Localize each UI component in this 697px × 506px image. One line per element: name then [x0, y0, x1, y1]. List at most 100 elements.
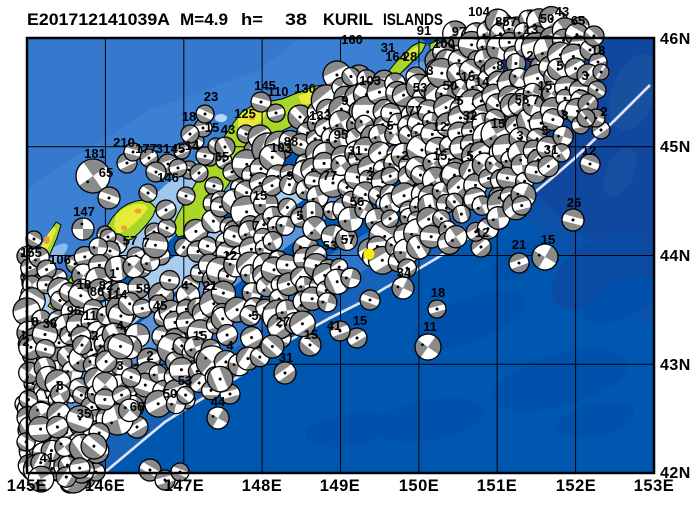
svg-text:9: 9 [286, 168, 293, 183]
svg-text:100: 100 [433, 36, 455, 51]
svg-text:155: 155 [20, 245, 42, 260]
svg-text:15: 15 [205, 120, 219, 135]
svg-text:18: 18 [591, 43, 605, 58]
svg-text:38: 38 [285, 11, 307, 29]
svg-text:130: 130 [294, 81, 316, 96]
svg-text:106: 106 [49, 252, 71, 267]
svg-text:164: 164 [385, 49, 407, 64]
svg-text:149E: 149E [320, 477, 361, 495]
svg-text:88: 88 [284, 134, 298, 149]
svg-text:3: 3 [366, 168, 373, 183]
svg-text:153E: 153E [634, 477, 675, 495]
svg-text:77: 77 [408, 103, 422, 118]
svg-text:56: 56 [350, 194, 364, 209]
svg-text:103: 103 [359, 73, 381, 88]
svg-text:14: 14 [475, 74, 490, 89]
svg-text:66: 66 [130, 399, 144, 414]
svg-text:91: 91 [417, 23, 431, 38]
svg-text:h=: h= [241, 11, 263, 29]
svg-text:133: 133 [309, 108, 331, 123]
svg-text:86: 86 [90, 284, 104, 299]
svg-text:7: 7 [142, 235, 149, 250]
svg-text:M=4.9: M=4.9 [180, 11, 228, 29]
svg-text:96: 96 [67, 303, 81, 318]
svg-text:15: 15 [193, 328, 207, 343]
svg-text:43N: 43N [660, 357, 691, 374]
svg-text:45N: 45N [660, 139, 691, 156]
svg-text:150E: 150E [399, 477, 440, 495]
svg-text:857: 857 [495, 14, 517, 29]
svg-text:50: 50 [540, 11, 554, 26]
svg-text:5: 5 [386, 118, 393, 133]
svg-text:44N: 44N [660, 248, 691, 265]
svg-text:15: 15 [433, 148, 447, 163]
svg-text:45: 45 [153, 298, 167, 313]
svg-text:42N: 42N [660, 465, 691, 482]
svg-text:15: 15 [538, 78, 552, 93]
svg-text:12: 12 [223, 248, 237, 263]
svg-text:114: 114 [107, 287, 129, 302]
svg-text:177: 177 [135, 141, 157, 156]
svg-text:4: 4 [116, 318, 124, 333]
svg-text:65: 65 [99, 165, 113, 180]
svg-text:11: 11 [83, 308, 97, 323]
svg-text:43: 43 [221, 122, 235, 137]
svg-text:31: 31 [279, 350, 293, 365]
svg-text:2: 2 [401, 148, 408, 163]
svg-text:210: 210 [113, 135, 135, 150]
svg-text:7: 7 [532, 92, 539, 107]
svg-text:5: 5 [456, 93, 463, 108]
svg-text:12: 12 [582, 143, 596, 158]
svg-text:18: 18 [182, 109, 196, 124]
svg-text:3: 3 [581, 68, 588, 83]
svg-text:8: 8 [496, 58, 503, 73]
svg-text:146: 146 [157, 170, 179, 185]
svg-text:9: 9 [341, 93, 348, 108]
svg-text:27: 27 [276, 314, 290, 329]
svg-text:145E: 145E [7, 477, 48, 495]
svg-text:53: 53 [323, 238, 337, 253]
svg-text:53: 53 [413, 80, 427, 95]
svg-text:15: 15 [304, 327, 318, 342]
svg-text:65: 65 [215, 149, 229, 164]
svg-text:148E: 148E [242, 477, 283, 495]
svg-text:82: 82 [99, 278, 113, 293]
svg-text:12: 12 [475, 225, 489, 240]
svg-text:146E: 146E [85, 477, 126, 495]
svg-text:4: 4 [226, 338, 234, 353]
svg-text:41: 41 [40, 450, 54, 465]
svg-text:110: 110 [268, 84, 289, 99]
svg-text:53: 53 [178, 373, 192, 388]
svg-text:7: 7 [252, 218, 259, 233]
svg-text:15: 15 [253, 188, 267, 203]
svg-text:125: 125 [234, 106, 256, 121]
svg-text:50: 50 [163, 386, 177, 401]
svg-text:45: 45 [171, 141, 185, 156]
svg-text:65: 65 [571, 13, 585, 28]
svg-text:12: 12 [433, 119, 447, 134]
svg-text:34: 34 [397, 265, 412, 280]
svg-text:18: 18 [431, 285, 445, 300]
svg-text:8: 8 [56, 378, 63, 393]
svg-text:41: 41 [327, 318, 341, 333]
svg-text:1: 1 [109, 266, 116, 281]
svg-text:26: 26 [567, 195, 581, 210]
svg-text:4: 4 [181, 278, 189, 293]
svg-text:77: 77 [323, 168, 337, 183]
svg-text:56: 56 [515, 92, 529, 107]
svg-text:14: 14 [185, 138, 200, 153]
svg-text:160: 160 [341, 32, 363, 47]
svg-text:2: 2 [600, 104, 607, 119]
svg-text:31: 31 [381, 40, 395, 55]
svg-text:3: 3 [426, 63, 433, 78]
svg-text:21: 21 [512, 237, 526, 252]
svg-text:3: 3 [116, 358, 123, 373]
svg-text:5: 5 [541, 123, 548, 138]
svg-text:5: 5 [251, 308, 258, 323]
svg-text:KURIL: KURIL [323, 11, 373, 29]
svg-text:5: 5 [466, 148, 473, 163]
svg-text:15: 15 [353, 313, 367, 328]
svg-text:2: 2 [91, 328, 98, 343]
svg-text:28: 28 [403, 49, 417, 64]
svg-text:ISLANDS: ISLANDS [383, 11, 443, 29]
